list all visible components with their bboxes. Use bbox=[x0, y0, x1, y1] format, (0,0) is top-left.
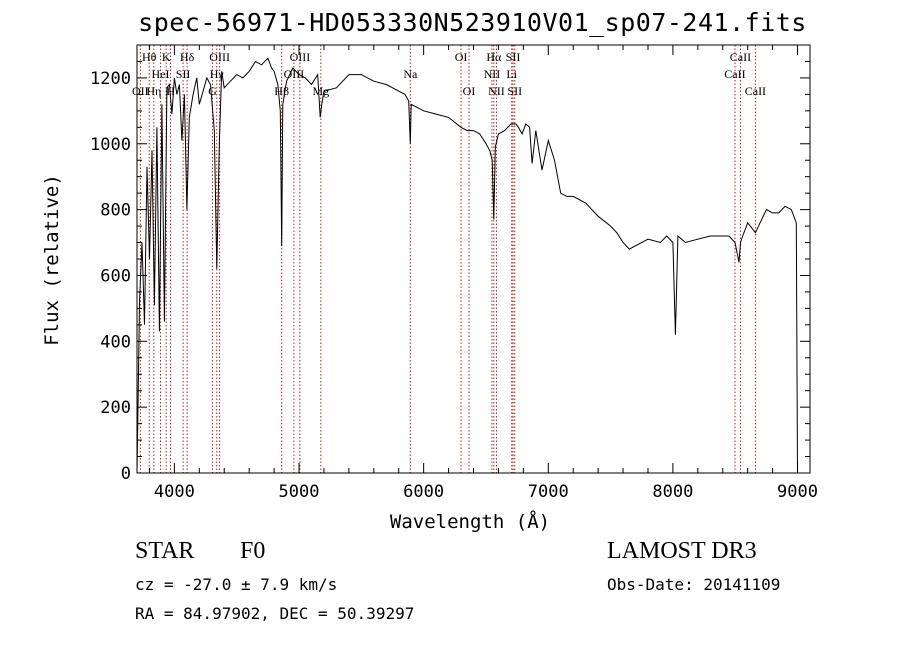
line-marker-label: HeI bbox=[152, 67, 170, 81]
survey-label: LAMOST DR3 bbox=[607, 538, 757, 564]
y-tick-label: 1000 bbox=[90, 135, 131, 155]
line-marker-label: Hθ bbox=[142, 50, 157, 64]
axis-ticks: 4000 5000 6000 7000 8000 9000 0 200 400 600 800 100… bbox=[90, 45, 818, 502]
y-tick-label: 200 bbox=[100, 398, 131, 418]
x-tick-label: 7000 bbox=[528, 482, 569, 502]
subclass-label: F0 bbox=[240, 538, 266, 564]
line-marker-label: OI bbox=[455, 50, 468, 64]
y-tick-label: 800 bbox=[100, 201, 131, 221]
line-marker-label: SII bbox=[176, 67, 191, 81]
y-axis-label: Flux (relative) bbox=[41, 174, 63, 346]
line-marker-label: G bbox=[208, 84, 217, 98]
line-marker-label: Mg bbox=[312, 84, 329, 98]
line-marker-label: CaII bbox=[745, 84, 766, 98]
spectrum-series-line bbox=[136, 57, 798, 474]
x-tick-label: 9000 bbox=[777, 482, 818, 502]
plot-frame bbox=[136, 44, 811, 474]
line-marker-label: Li bbox=[506, 67, 517, 81]
x-tick-label: 8000 bbox=[652, 482, 693, 502]
line-marker-label: Hβ bbox=[274, 84, 289, 98]
line-marker-label: NII bbox=[488, 84, 505, 98]
line-marker-label: NII bbox=[484, 67, 501, 81]
line-marker-label: Hδ bbox=[180, 50, 195, 64]
y-tick-label: 1200 bbox=[90, 69, 131, 89]
line-marker-label: Hη bbox=[146, 84, 161, 98]
obs-date-text: Obs-Date: 20141109 bbox=[607, 575, 781, 594]
coordinates-text: RA = 84.97902, DEC = 50.39297 bbox=[135, 604, 415, 623]
line-marker-label: K bbox=[162, 50, 171, 64]
redshift-text: cz = -27.0 ± 7.9 km/s bbox=[135, 575, 338, 594]
y-tick-label: 400 bbox=[100, 332, 131, 352]
y-tick-label: 0 bbox=[121, 464, 131, 484]
line-marker-label: SII bbox=[507, 84, 522, 98]
x-tick-label: 5000 bbox=[279, 482, 320, 502]
x-tick-label: 6000 bbox=[403, 482, 444, 502]
line-marker-label: CaII bbox=[724, 67, 745, 81]
line-marker-label: OII bbox=[132, 84, 149, 98]
line-marker-label: Hγ bbox=[210, 67, 225, 81]
chart-title: spec-56971-HD053330N523910V01_sp07-241.f… bbox=[138, 8, 807, 37]
line-marker-label: SII bbox=[506, 50, 521, 64]
line-marker-label: Hα bbox=[486, 50, 502, 64]
line-marker-label: CaII bbox=[730, 50, 751, 64]
line-markers bbox=[139, 45, 756, 473]
x-axis-label: Wavelength (Å) bbox=[389, 511, 551, 533]
line-marker-label: OI bbox=[463, 84, 476, 98]
line-marker-label: Na bbox=[403, 67, 418, 81]
x-tick-label: 4000 bbox=[154, 482, 195, 502]
line-marker-label: OIII bbox=[290, 50, 311, 64]
line-marker-label: H bbox=[166, 84, 175, 98]
y-tick-label: 600 bbox=[100, 266, 131, 286]
class-label: STAR bbox=[135, 538, 195, 564]
line-marker-label: OIII bbox=[209, 50, 230, 64]
